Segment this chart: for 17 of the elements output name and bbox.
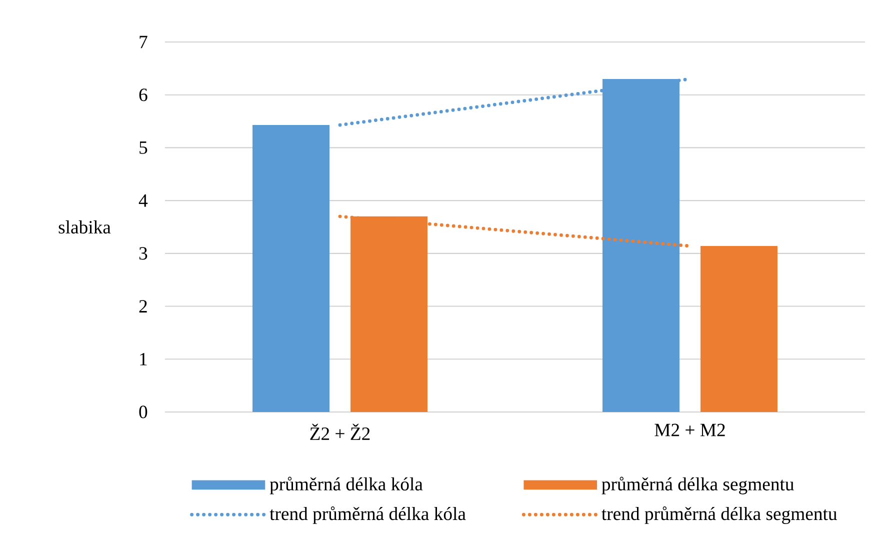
- y-tick-label: 1: [140, 352, 147, 366]
- legend-label: průměrná délka kóla: [270, 476, 423, 494]
- legend-label: trend průměrná délka kóla: [270, 506, 466, 524]
- y-axis-title: slabika: [58, 220, 111, 234]
- y-tick-label: 3: [139, 247, 148, 260]
- bar: [700, 246, 778, 412]
- y-tick-label: 0: [139, 406, 148, 418]
- y-tick-label: 2: [139, 300, 147, 312]
- legend-label: trend průměrná délka segmentu: [602, 506, 837, 524]
- x-tick-label: Ž2 + Ž2: [310, 424, 370, 440]
- bar: [252, 124, 330, 412]
- x-tick-label: M2 + M2: [654, 424, 725, 436]
- y-tick-label: 6: [139, 88, 148, 102]
- y-tick-label: 7: [140, 36, 148, 48]
- y-tick-label: 5: [140, 141, 148, 154]
- legend-label: průměrná délka segmentu: [602, 476, 794, 494]
- y-tick-label: 4: [138, 194, 148, 207]
